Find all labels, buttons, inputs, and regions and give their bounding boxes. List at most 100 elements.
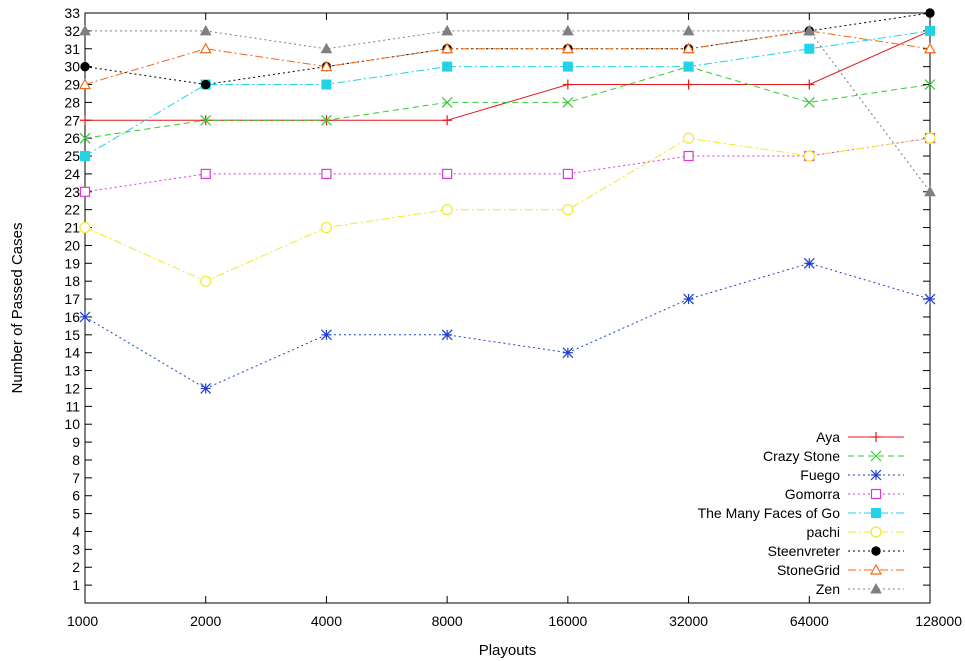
y-tick-label: 4 <box>72 523 80 539</box>
legend-label: Crazy Stone <box>763 448 840 464</box>
legend-item: Fuego <box>800 467 904 483</box>
y-tick-label: 31 <box>64 41 80 57</box>
data-point <box>683 79 694 90</box>
data-point <box>871 508 881 518</box>
y-tick-label: 16 <box>64 309 80 325</box>
y-tick-label: 24 <box>64 166 80 182</box>
series-line <box>84 137 931 193</box>
series-pachi <box>79 132 936 287</box>
x-tick-label: 128000 <box>915 613 962 629</box>
y-tick-label: 33 <box>64 5 80 21</box>
data-point <box>924 293 936 305</box>
data-point <box>870 469 882 481</box>
data-point <box>562 24 574 36</box>
y-tick-label: 14 <box>64 345 80 361</box>
legend-label: StoneGrid <box>777 562 840 578</box>
x-axis-title: Playouts <box>479 642 537 659</box>
data-point <box>924 185 936 197</box>
y-tick-label: 2 <box>72 559 80 575</box>
y-axis-ticks: 1234567891011121314151617181920212223242… <box>64 5 930 593</box>
data-point <box>441 329 453 341</box>
y-tick-label: 19 <box>64 255 80 271</box>
series-crazy-stone <box>79 61 936 144</box>
legend-item: Crazy Stone <box>763 448 904 464</box>
legend-item: Zen <box>816 581 904 597</box>
data-point <box>924 79 936 90</box>
data-point <box>870 526 882 538</box>
data-point <box>804 43 815 54</box>
data-point <box>923 42 937 54</box>
data-point <box>442 115 453 126</box>
legend-label: Fuego <box>800 467 840 483</box>
series-line <box>84 66 931 139</box>
legend-label: pachi <box>807 524 840 540</box>
series-fuego <box>79 257 936 394</box>
data-point <box>200 168 211 180</box>
y-tick-label: 11 <box>65 398 80 414</box>
series-zen <box>79 24 936 197</box>
data-point <box>562 61 573 72</box>
data-point <box>683 61 694 72</box>
data-point <box>199 24 212 36</box>
y-tick-label: 29 <box>64 77 80 93</box>
y-tick-label: 32 <box>64 23 80 39</box>
data-point <box>804 79 815 90</box>
series-line <box>84 30 931 85</box>
data-point <box>803 24 816 36</box>
data-point <box>79 132 91 144</box>
data-point <box>321 329 332 341</box>
legend-item: The Many Faces of Go <box>698 505 904 521</box>
x-axis-ticks: 1000 2000 4000 8000 16000 32000 64000 128000 <box>67 13 962 629</box>
y-tick-label: 5 <box>72 506 80 522</box>
y-tick-label: 20 <box>64 237 80 253</box>
data-point <box>871 432 881 442</box>
legend-item: Aya <box>816 429 904 445</box>
y-tick-label: 28 <box>64 94 80 110</box>
x-tick-label: 1000 <box>67 613 98 629</box>
series-line <box>84 30 931 157</box>
x-tick-label: 16000 <box>548 613 587 629</box>
y-tick-label: 9 <box>72 434 80 450</box>
data-point <box>870 582 882 594</box>
data-point <box>200 114 212 126</box>
data-point <box>562 347 574 359</box>
y-tick-label: 15 <box>64 327 80 343</box>
data-point <box>683 293 694 305</box>
data-point <box>80 151 90 162</box>
legend-item: Steenvreter <box>768 543 904 559</box>
y-tick-label: 17 <box>64 291 80 307</box>
data-point <box>200 275 212 287</box>
series-line <box>85 30 931 193</box>
y-axis-title: Number of Passed Cases <box>9 223 26 394</box>
legend-label: Zen <box>816 581 840 597</box>
data-point <box>871 546 881 556</box>
plot-frame <box>84 12 931 604</box>
y-tick-label: 18 <box>64 273 80 289</box>
legend-item: StoneGrid <box>777 562 904 578</box>
data-point <box>562 168 573 180</box>
y-tick-label: 22 <box>64 202 80 218</box>
data-point <box>682 24 695 36</box>
data-point <box>441 42 454 54</box>
legend-label: Gomorra <box>785 486 840 502</box>
data-point <box>320 60 333 72</box>
series-line <box>85 30 931 121</box>
y-tick-label: 1 <box>72 577 80 593</box>
data-point <box>870 488 882 500</box>
x-tick-label: 8000 <box>432 613 463 629</box>
data-point <box>320 221 333 234</box>
y-tick-label: 6 <box>72 488 80 504</box>
data-point <box>441 204 453 216</box>
data-point <box>442 168 453 180</box>
legend-label: Steenvreter <box>768 543 841 559</box>
data-point <box>441 96 453 108</box>
data-point <box>562 204 574 216</box>
series-the-many-faces-of-go <box>80 25 935 162</box>
data-point <box>869 563 883 575</box>
data-point <box>79 221 91 234</box>
data-point <box>562 96 574 108</box>
data-point <box>682 42 695 54</box>
series-line <box>84 12 931 86</box>
data-point <box>441 24 453 36</box>
